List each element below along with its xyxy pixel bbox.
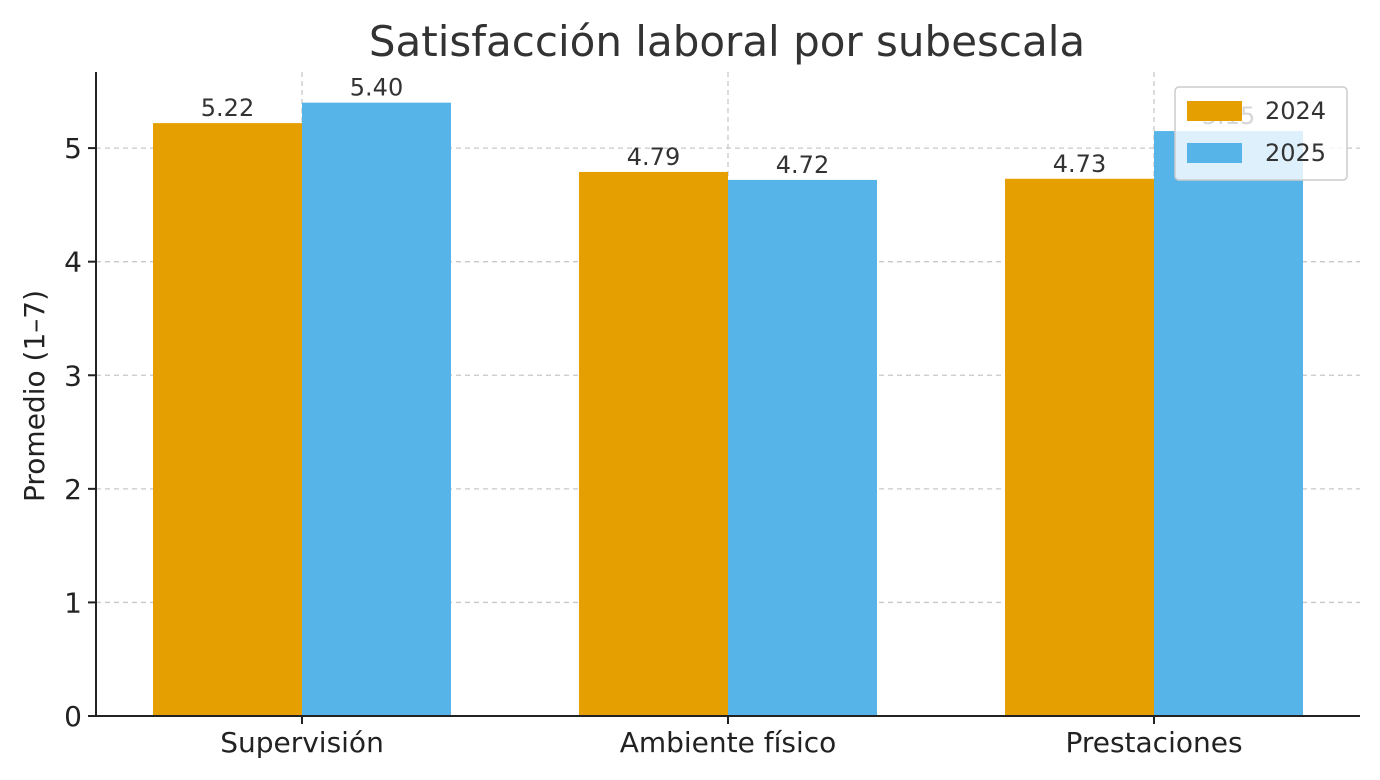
legend: 2024 2025 xyxy=(1174,86,1348,181)
legend-label: 2024 xyxy=(1265,97,1326,125)
y-tick-label: 4 xyxy=(64,246,82,279)
y-tick-label: 5 xyxy=(64,132,82,165)
x-tick-label: Ambiente físico xyxy=(620,726,837,759)
bar-2024-1 xyxy=(579,171,728,716)
legend-swatch-2025 xyxy=(1187,143,1242,163)
legend-swatch-2024 xyxy=(1187,101,1242,121)
data-label: 5.40 xyxy=(350,74,403,102)
data-label: 4.73 xyxy=(1053,150,1106,178)
data-label: 4.72 xyxy=(776,151,829,179)
y-tick-label: 0 xyxy=(64,700,82,733)
legend-label: 2025 xyxy=(1265,139,1326,167)
bar-2024-0 xyxy=(153,123,302,717)
x-tick-label: Prestaciones xyxy=(1065,726,1242,759)
y-tick-label: 3 xyxy=(64,359,82,392)
bar-2025-1 xyxy=(728,179,877,716)
chart-title: Satisfacción laboral por subescala xyxy=(369,17,1085,66)
data-label: 5.22 xyxy=(201,94,254,122)
y-axis-label: Promedio (1–7) xyxy=(18,290,51,502)
tick-labels: 0 1 2 3 4 5 Supervisión Ambiente físico Prestaci… xyxy=(64,132,1242,759)
bar-2025-0 xyxy=(302,102,451,716)
data-label: 4.79 xyxy=(627,143,680,171)
bars xyxy=(153,102,1303,717)
y-tick-label: 2 xyxy=(64,473,82,506)
x-tick-label: Supervisión xyxy=(220,726,384,759)
bar-2025-2 xyxy=(1154,131,1303,717)
bar-2024-2 xyxy=(1005,178,1154,716)
axes xyxy=(88,72,1360,724)
y-tick-label: 1 xyxy=(64,586,82,619)
